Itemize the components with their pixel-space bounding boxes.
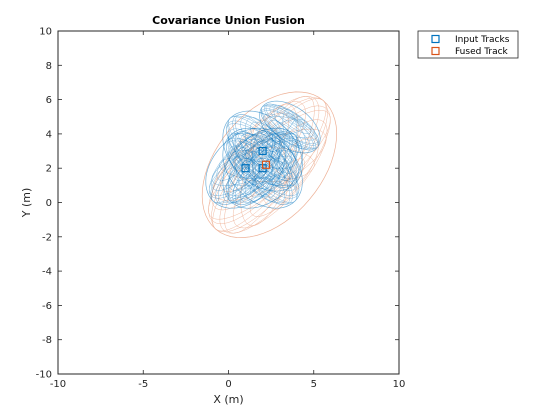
input-track-marker	[241, 164, 250, 173]
mesh-line	[225, 157, 274, 196]
mesh-line	[208, 149, 288, 220]
mesh-line	[264, 116, 296, 135]
mesh-outline	[205, 127, 286, 209]
covariance-mesh-layer	[201, 91, 338, 238]
mesh-line	[244, 157, 274, 203]
y-tick-label: -2	[42, 232, 52, 243]
y-tick-label: 8	[46, 61, 52, 72]
mesh-line	[265, 103, 296, 135]
mesh-line	[244, 117, 274, 162]
legend-marker-fused-track	[431, 46, 440, 56]
mesh-line	[260, 110, 296, 135]
mesh-line	[281, 119, 296, 140]
y-tick-label: -4	[42, 267, 52, 278]
mesh-line	[252, 150, 297, 179]
y-tick-label: -6	[42, 301, 52, 312]
mesh-line	[284, 119, 319, 144]
y-tick-label: 2	[46, 164, 52, 175]
legend-label-input-tracks: Input Tracks	[455, 35, 510, 45]
mesh-line	[235, 114, 274, 162]
mesh-line	[219, 157, 256, 179]
mesh-line	[227, 157, 257, 203]
x-tick-label: 5	[311, 379, 317, 390]
mesh-line	[235, 131, 274, 179]
mesh-line	[249, 137, 319, 217]
mesh-line	[246, 151, 274, 179]
fused-track-marker	[261, 160, 271, 169]
mesh-line	[284, 119, 315, 151]
input-track-covariance	[259, 100, 321, 154]
track-marker-layer	[241, 146, 271, 173]
y-tick-label: 0	[46, 198, 52, 209]
mesh-line	[251, 98, 327, 181]
legend: Input Tracks Fused Track	[417, 30, 519, 59]
y-tick-label: 10	[39, 27, 52, 38]
y-tick-label: 6	[46, 95, 52, 106]
mesh-line	[218, 157, 257, 206]
mesh-line	[284, 119, 316, 138]
mesh-line	[211, 157, 256, 187]
y-tick-label: 4	[46, 129, 52, 140]
mesh-line	[272, 119, 296, 135]
input-track-covariance	[222, 127, 303, 209]
y-axis-label: Y (m)	[20, 188, 33, 219]
mesh-line	[252, 134, 281, 179]
mesh-outline	[201, 91, 338, 238]
y-tick-label: -8	[42, 335, 52, 346]
mesh-line	[273, 104, 296, 135]
mesh-line	[251, 96, 315, 181]
mesh-line	[252, 140, 290, 162]
y-axis-ticks: -10 -8 -6 -4 -2 0 2 4 6 8 10	[36, 27, 399, 381]
mesh-line	[235, 157, 274, 206]
mesh-line	[246, 157, 274, 186]
x-tick-label: -10	[50, 379, 66, 390]
legend-label-fused-track: Fused Track	[455, 47, 509, 57]
mesh-line	[282, 109, 296, 135]
input-track-marker	[258, 146, 267, 156]
mesh-line	[208, 157, 257, 196]
mesh-line	[224, 149, 288, 234]
mesh-outline	[222, 127, 303, 209]
x-tick-label: -5	[138, 379, 148, 390]
mesh-outline	[222, 127, 303, 209]
mesh-outline	[259, 100, 321, 154]
chart-title: Covariance Union Fusion	[152, 14, 305, 27]
legend-marker-input-tracks	[431, 34, 440, 44]
mesh-line	[228, 157, 273, 187]
mesh-line	[252, 157, 290, 179]
mesh-line	[240, 149, 288, 226]
mesh-line	[252, 157, 274, 195]
mesh-outline	[222, 110, 303, 192]
x-tick-label: 0	[225, 379, 231, 390]
mesh-line	[284, 119, 307, 150]
mesh-line	[252, 140, 300, 179]
x-tick-label: 10	[393, 379, 406, 390]
mesh-line	[236, 157, 273, 179]
y-tick-label: -10	[36, 370, 52, 381]
mesh-line	[252, 131, 291, 179]
mesh-line	[252, 140, 300, 179]
x-axis-label: X (m)	[213, 393, 243, 406]
mesh-line	[284, 119, 308, 135]
x-axis-ticks: -10 -5 0 5 10	[50, 31, 406, 390]
mesh-line	[252, 141, 274, 179]
